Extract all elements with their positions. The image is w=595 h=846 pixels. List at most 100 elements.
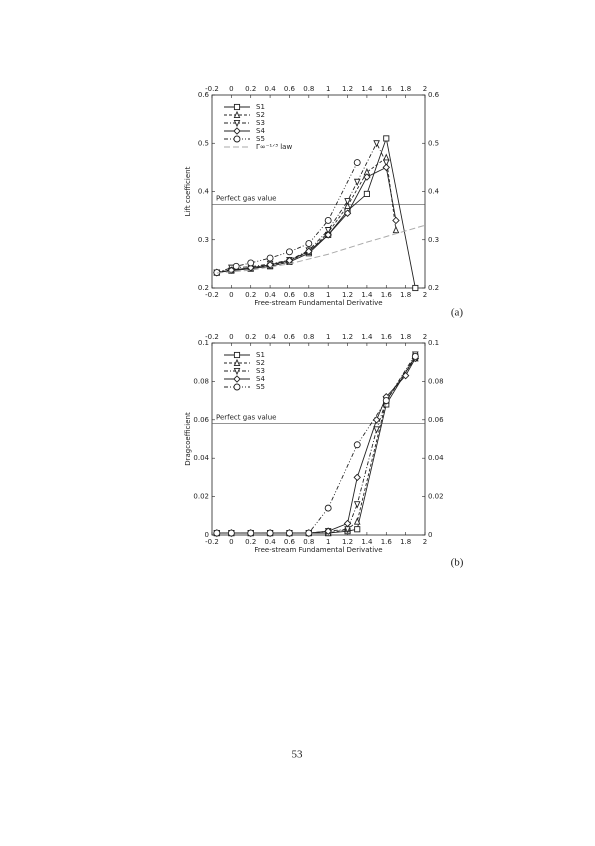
x-tick-label: -0.2: [205, 291, 219, 299]
x-tick-label: 1: [326, 85, 330, 93]
legend-label: S1: [256, 103, 265, 111]
y-tick-label: 0.6: [198, 91, 210, 99]
y-tick-label: 0.2: [428, 284, 439, 292]
legend-marker: [233, 127, 241, 135]
marker: [324, 527, 332, 535]
marker: [324, 227, 332, 235]
marker: [324, 216, 332, 224]
legend-label: S3: [256, 119, 265, 127]
x-tick-label: 0.6: [284, 333, 296, 341]
marker: [246, 263, 255, 272]
x-tick-label: 0.2: [245, 85, 256, 93]
x-tick-label: 1.2: [342, 333, 353, 341]
y-tick-label: 0.6: [428, 91, 440, 99]
y-tick-label: 0.08: [428, 377, 444, 385]
marker: [382, 397, 390, 405]
y-axis-label: Lift coefficient: [184, 166, 192, 216]
marker: [227, 266, 236, 274]
x-tick-label: 1.2: [342, 538, 353, 546]
y-tick-label: 0.02: [428, 493, 444, 501]
y-tick-label: 0.04: [193, 454, 209, 462]
x-tick-label: 1.2: [342, 85, 353, 93]
x-tick-label: 0.6: [284, 538, 296, 546]
x-tick-label: 1.4: [361, 538, 373, 546]
series-line: [216, 166, 397, 274]
x-tick-label: -0.2: [205, 85, 219, 93]
series-line: [216, 224, 426, 274]
legend-label: S4: [256, 127, 265, 135]
x-tick-label: 2: [423, 333, 427, 341]
marker: [353, 473, 361, 482]
legend-label: S5: [256, 383, 265, 391]
marker: [382, 159, 390, 167]
y-tick-label: 0.1: [428, 339, 439, 347]
x-tick-label: 0.4: [265, 85, 277, 93]
legend-label: S3: [256, 367, 265, 375]
y-tick-label: 0: [205, 531, 209, 539]
marker: [324, 231, 332, 239]
y-tick-label: 0.5: [428, 139, 439, 147]
marker: [363, 173, 371, 181]
marker: [392, 225, 400, 234]
marker: [373, 426, 380, 434]
series-line: [216, 356, 416, 534]
marker: [286, 248, 293, 256]
x-tick-label: 0.8: [303, 85, 314, 93]
legend-label: S2: [256, 359, 265, 367]
legend-label: Γ∞⁻¹ᐟ³ law: [256, 143, 292, 151]
x-tick-label: 0.8: [303, 333, 314, 341]
x-tick-label: -0.2: [205, 333, 219, 341]
marker: [353, 501, 361, 509]
x-tick-label: 1.6: [381, 291, 393, 299]
x-tick-label: 1.8: [400, 333, 411, 341]
series-line: [216, 162, 358, 273]
y-tick-label: 0.3: [198, 236, 209, 244]
series-line: [216, 354, 416, 534]
marker: [344, 198, 351, 206]
marker: [392, 216, 400, 225]
marker: [247, 529, 255, 537]
legend-marker: [233, 358, 241, 367]
marker: [372, 416, 381, 424]
marker: [373, 140, 380, 148]
marker: [305, 247, 313, 256]
y-tick-label: 0.1: [198, 339, 209, 347]
marker: [382, 163, 391, 172]
marker: [412, 284, 419, 292]
y-tick-label: 0.06: [428, 416, 444, 424]
x-tick-label: 0.4: [265, 291, 277, 299]
marker: [266, 529, 274, 537]
x-tick-label: 1: [326, 291, 330, 299]
x-tick-label: 0.6: [284, 291, 296, 299]
x-axis-label: Free-stream Fundamental Derivative: [254, 299, 382, 307]
x-tick-label: 2: [423, 538, 427, 546]
series-line: [216, 142, 387, 273]
legend-marker: [233, 110, 241, 119]
x-tick-label: 0.6: [284, 85, 296, 93]
panel-label: (b): [451, 557, 464, 569]
marker: [344, 201, 351, 210]
x-tick-label: -0.2: [205, 538, 219, 546]
legend-marker: [233, 383, 241, 391]
y-tick-label: 0.02: [193, 493, 209, 501]
x-tick-label: 1.6: [381, 333, 393, 341]
legend-marker: [233, 367, 241, 376]
y-tick-label: 0: [428, 531, 432, 539]
y-tick-label: 0.04: [428, 454, 444, 462]
marker: [383, 135, 390, 142]
y-tick-label: 0.4: [428, 188, 440, 196]
marker: [266, 261, 274, 269]
plot-frame: [211, 342, 426, 536]
x-tick-label: 0.2: [245, 538, 256, 546]
x-tick-label: 0: [229, 85, 233, 93]
marker: [354, 526, 361, 533]
marker: [232, 262, 240, 270]
marker: [343, 209, 352, 217]
y-tick-label: 0.4: [198, 188, 210, 196]
x-tick-label: 1.6: [381, 538, 393, 546]
marker: [411, 352, 419, 360]
marker: [266, 254, 274, 262]
annotation: Perfect gas value: [216, 195, 276, 203]
y-axis-label: Dragcoefficient: [184, 412, 192, 466]
